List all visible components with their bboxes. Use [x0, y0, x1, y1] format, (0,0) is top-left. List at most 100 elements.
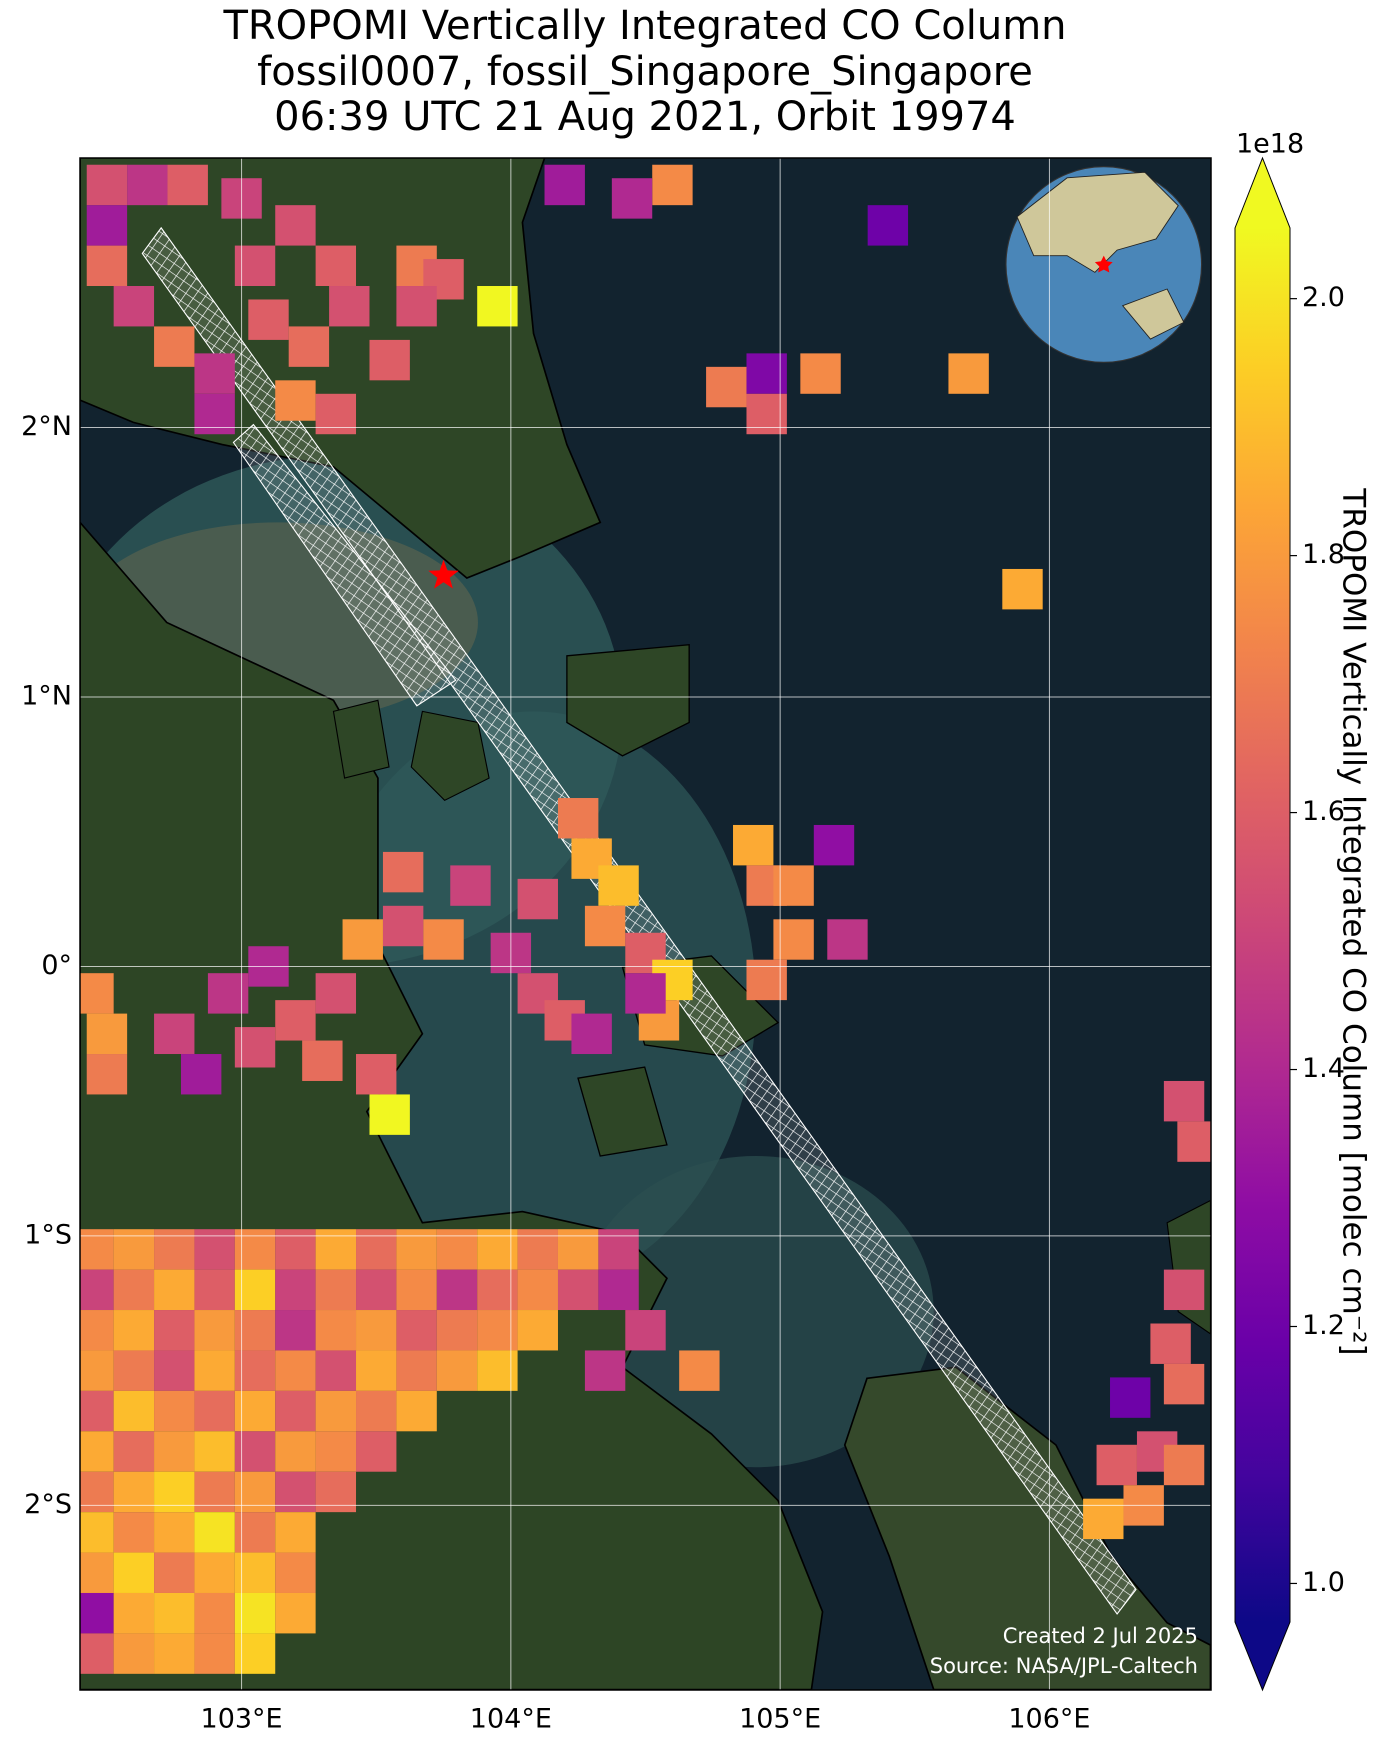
co-pixel	[315, 1471, 357, 1513]
co-pixel	[234, 1471, 276, 1513]
co-pixel	[356, 1431, 397, 1472]
co-pixel	[544, 164, 585, 206]
co-pixel	[315, 1350, 357, 1391]
co-pixel	[557, 1229, 599, 1270]
co-pixel	[315, 1431, 357, 1472]
co-pixel	[275, 1000, 316, 1041]
title-line: fossil0007, fossil_Singapore_Singapore	[257, 49, 1033, 95]
co-pixel	[194, 353, 235, 394]
co-pixel	[329, 286, 370, 327]
co-pixel	[207, 973, 249, 1014]
co-pixel	[194, 1633, 235, 1674]
co-pixel	[450, 865, 491, 906]
co-pixel	[356, 1054, 397, 1095]
co-pixel	[1177, 1121, 1211, 1162]
co-pixel	[275, 205, 316, 246]
co-pixel	[234, 1229, 276, 1270]
co-pixel	[773, 865, 814, 906]
co-pixel	[1163, 1080, 1205, 1122]
co-pixel	[1002, 568, 1043, 610]
co-pixel	[86, 205, 128, 246]
co-pixel	[80, 1552, 114, 1593]
swath	[141, 226, 1137, 1615]
co-pixel	[154, 1471, 195, 1513]
co-pixel	[584, 905, 626, 947]
co-pixel	[477, 1310, 518, 1351]
co-pixel	[80, 1431, 114, 1472]
co-pixel	[315, 245, 357, 287]
co-pixel	[167, 164, 208, 206]
co-pixel	[180, 1054, 222, 1095]
co-pixel	[194, 1390, 235, 1432]
colorbar-tick-label: 1.4	[1302, 1053, 1345, 1084]
co-pixel	[436, 1350, 478, 1391]
co-pixel	[234, 1633, 276, 1674]
co-pixel	[746, 393, 787, 435]
credit: Created 2 Jul 2025	[1003, 1624, 1198, 1648]
co-pixel	[86, 164, 128, 206]
co-pixel	[1163, 1269, 1205, 1311]
co-pixel	[598, 1269, 639, 1311]
x-tick-label: 105°E	[739, 1704, 821, 1735]
co-pixel	[154, 1431, 195, 1472]
co-pixel	[275, 1390, 316, 1432]
co-pixel	[194, 1471, 235, 1513]
co-pixel	[113, 1431, 155, 1472]
colorbar-extend-min	[1235, 1622, 1290, 1690]
colorbar-tick-label: 1.2	[1302, 1310, 1345, 1341]
co-pixel	[80, 1350, 114, 1391]
co-pixel	[194, 1229, 235, 1270]
co-pixel	[356, 1229, 397, 1270]
co-pixel	[598, 1229, 639, 1270]
co-pixel	[396, 1390, 437, 1432]
co-pixel	[584, 1350, 626, 1391]
co-pixel	[154, 326, 195, 367]
co-pixel	[800, 353, 841, 394]
colorbar-tick-label: 1.0	[1302, 1567, 1345, 1598]
colorbar-tick-label: 1.6	[1302, 796, 1345, 827]
colorbar-body	[1235, 228, 1290, 1622]
co-pixel	[234, 1269, 276, 1311]
co-pixel	[275, 380, 316, 421]
co-pixel	[113, 1633, 155, 1674]
co-pixel	[154, 1310, 195, 1351]
co-pixel	[248, 299, 289, 340]
co-pixel	[396, 1310, 437, 1351]
co-pixel	[80, 1390, 114, 1432]
co-pixel	[827, 919, 868, 960]
co-pixel	[80, 1269, 114, 1311]
co-pixel	[234, 1390, 276, 1432]
co-pixel	[477, 1350, 518, 1391]
colorbar-tick-label: 1.8	[1302, 539, 1345, 570]
co-pixel	[611, 178, 653, 219]
y-tick-label: 2°S	[24, 1489, 72, 1520]
co-pixel	[477, 286, 518, 327]
co-pixel	[275, 1471, 316, 1513]
co-pixel	[746, 353, 787, 394]
co-pixel	[275, 1310, 316, 1351]
co-pixel	[127, 164, 168, 206]
co-pixel	[113, 1552, 155, 1593]
co-pixel	[154, 1512, 195, 1553]
co-pixel	[275, 1512, 316, 1553]
co-pixel	[813, 824, 855, 866]
co-pixel	[436, 1269, 478, 1311]
co-pixel	[275, 1229, 316, 1270]
co-pixel	[234, 1552, 276, 1593]
co-pixel	[342, 919, 383, 960]
co-pixel	[477, 1229, 518, 1270]
co-pixel	[194, 1431, 235, 1472]
co-pixel	[382, 905, 424, 947]
x-tick-label: 106°E	[1008, 1704, 1090, 1735]
co-pixel	[154, 1552, 195, 1593]
co-pixel	[80, 1592, 114, 1634]
co-pixel	[1163, 1363, 1205, 1405]
co-pixel	[194, 393, 235, 435]
co-pixel	[1083, 1498, 1124, 1540]
co-pixel	[396, 286, 437, 327]
co-pixel	[356, 1269, 397, 1311]
co-pixel	[194, 1552, 235, 1593]
co-pixel	[154, 1390, 195, 1432]
y-tick-label: 2°N	[21, 411, 72, 442]
